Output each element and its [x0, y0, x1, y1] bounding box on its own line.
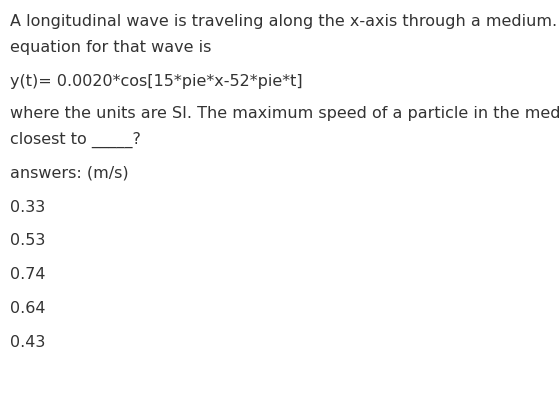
Text: 0.53: 0.53: [10, 233, 45, 249]
Text: 0.64: 0.64: [10, 301, 46, 316]
Text: 0.33: 0.33: [10, 200, 45, 215]
Text: A longitudinal wave is traveling along the x-axis through a medium. The: A longitudinal wave is traveling along t…: [10, 14, 559, 29]
Text: equation for that wave is: equation for that wave is: [10, 40, 211, 55]
Text: 0.74: 0.74: [10, 267, 46, 282]
Text: closest to _____?: closest to _____?: [10, 132, 141, 148]
Text: answers: (m/s): answers: (m/s): [10, 165, 129, 180]
Text: 0.43: 0.43: [10, 335, 45, 350]
Text: y(t)= 0.0020*cos[15*pie*x-52*pie*t]: y(t)= 0.0020*cos[15*pie*x-52*pie*t]: [10, 74, 302, 89]
Text: where the units are SI. The maximum speed of a particle in the medium is: where the units are SI. The maximum spee…: [10, 106, 559, 121]
